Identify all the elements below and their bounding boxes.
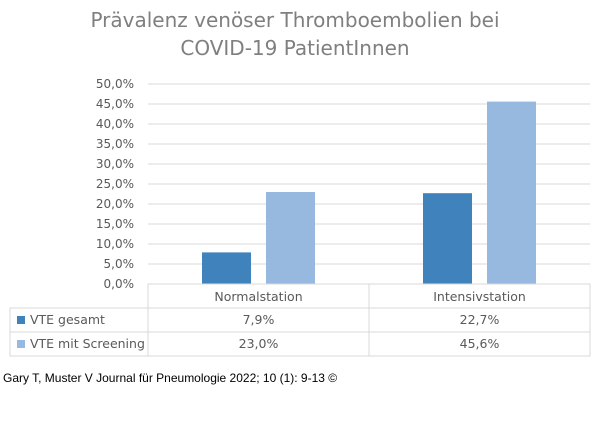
data-label: 45,6% bbox=[460, 336, 500, 351]
data-table: Normalstation Intensivstation VTE gesamt 7,… bbox=[9, 283, 591, 357]
gridlines bbox=[148, 83, 590, 265]
data-label: 22,7% bbox=[460, 312, 500, 327]
y-tick-label: 10,0% bbox=[96, 237, 134, 251]
y-tick-label: 50,0% bbox=[96, 77, 134, 91]
bar bbox=[487, 101, 536, 284]
y-tick-label: 45,0% bbox=[96, 97, 134, 111]
data-label: 7,9% bbox=[243, 312, 275, 327]
y-tick-label: 15,0% bbox=[96, 217, 134, 231]
category-label: Intensivstation bbox=[433, 289, 526, 304]
chart-title-line-2: COVID-19 PatientInnen bbox=[180, 36, 409, 60]
legend-key bbox=[17, 340, 25, 348]
y-tick-label: 35,0% bbox=[96, 137, 134, 151]
data-label: 23,0% bbox=[239, 336, 279, 351]
y-tick-label: 0,0% bbox=[104, 277, 135, 291]
chart: Prävalenz venöser Thromboembolien bei CO… bbox=[9, 8, 591, 357]
y-tick-label: 40,0% bbox=[96, 117, 134, 131]
bar bbox=[423, 193, 472, 284]
bars bbox=[202, 101, 536, 284]
y-tick-label: 20,0% bbox=[96, 197, 134, 211]
bar bbox=[266, 192, 315, 284]
chart-title-line-1: Prävalenz venöser Thromboembolien bei bbox=[90, 8, 499, 32]
y-tick-label: 30,0% bbox=[96, 157, 134, 171]
y-axis-tick-labels: 0,0% 5,0% 10,0% 15,0% 20,0% 25,0% 30,0% 35,0% 40… bbox=[96, 77, 134, 291]
series-name: VTE mit Screening bbox=[30, 336, 145, 351]
y-tick-label: 25,0% bbox=[96, 177, 134, 191]
source-citation: Gary T, Muster V Journal für Pneumologie… bbox=[3, 371, 338, 385]
legend-key bbox=[17, 316, 25, 324]
series-name: VTE gesamt bbox=[30, 312, 105, 327]
y-tick-label: 5,0% bbox=[104, 257, 135, 271]
bar bbox=[202, 252, 251, 284]
category-label: Normalstation bbox=[214, 289, 302, 304]
